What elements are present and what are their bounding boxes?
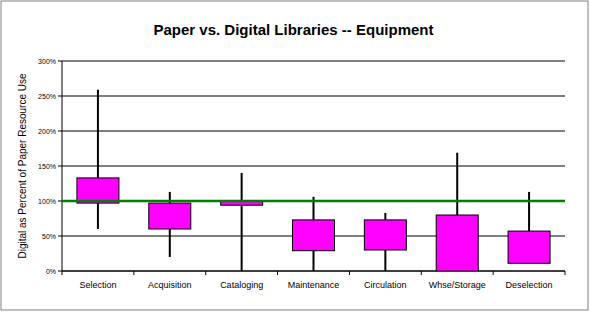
x-tick-label: Selection [79,280,116,290]
y-tick-label: 100% [38,198,56,205]
box [293,220,335,251]
whisker-low [384,250,386,271]
x-tick [62,271,63,275]
x-tick [493,271,494,275]
whisker-high [384,213,386,220]
x-tick-label: Acquisition [148,280,192,290]
x-tick [421,271,422,275]
y-tick [58,236,62,237]
y-axis-label: Digital as Percent of Paper Resource Use [17,73,28,259]
whisker-low [241,205,243,271]
y-tick-label: 300% [38,58,56,65]
whisker-high [528,192,530,231]
grid-line [62,61,565,62]
y-tick-label: 250% [38,93,56,100]
whisker-high [456,153,458,215]
box [149,203,191,229]
x-tick [205,271,206,275]
y-tick [58,201,62,202]
grid-line [62,131,565,132]
chart-frame [1,1,588,310]
y-tick [58,166,62,167]
x-tick-label: Maintenance [288,280,340,290]
chart: Paper vs. Digital Libraries -- Equipment… [0,0,590,312]
y-tick-label: 200% [38,128,56,135]
whisker-low [313,251,315,271]
x-tick [133,271,134,275]
whisker-high [97,90,99,178]
x-tick [277,271,278,275]
y-tick [58,61,62,62]
box [508,231,550,263]
whisker-low [169,229,171,257]
grid-line [62,166,565,167]
grid-line [62,201,565,202]
y-tick [58,96,62,97]
whisker-low [97,203,99,229]
y-axis [62,61,63,271]
y-tick [58,131,62,132]
y-tick-label: 0% [46,268,56,275]
y-tick [58,271,62,272]
x-tick [349,271,350,275]
whisker-high [241,173,243,201]
box [364,220,406,250]
box [436,215,478,271]
x-tick [565,271,566,275]
grid-line [62,96,565,97]
x-tick-label: Whse/Storage [429,280,486,290]
x-tick-label: Deselection [506,280,553,290]
x-tick-label: Cataloging [220,280,263,290]
box [77,178,119,203]
marks [62,90,565,271]
title: Paper vs. Digital Libraries -- Equipment [153,21,433,38]
x-tick-label: Circulation [364,280,407,290]
reference-line [62,200,565,203]
y-tick-label: 50% [42,233,56,240]
y-tick-label: 150% [38,163,56,170]
